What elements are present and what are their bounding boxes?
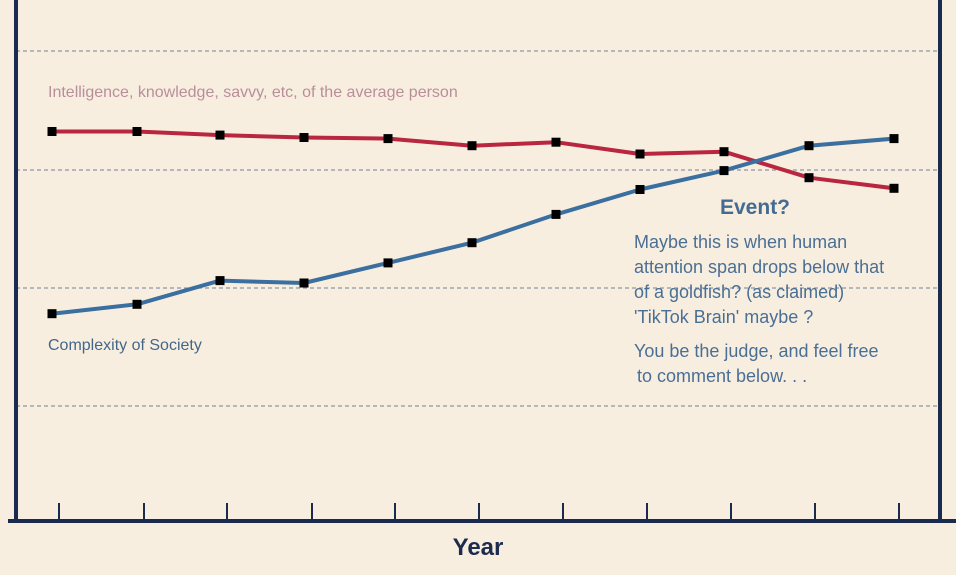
annotation-line: Maybe this is when human <box>634 232 848 252</box>
data-point <box>299 133 309 142</box>
series-line-0 <box>52 129 895 191</box>
data-point <box>215 130 225 140</box>
data-point <box>889 183 899 193</box>
data-point <box>467 238 477 248</box>
annotation-box: Event? Maybe this is when human attentio… <box>634 196 934 389</box>
data-point <box>132 299 142 309</box>
data-point <box>804 141 814 151</box>
annotation-line: 'TikTok Brain' maybe ? <box>634 307 814 327</box>
data-point <box>47 127 57 136</box>
data-point <box>719 147 729 157</box>
data-point <box>215 276 225 286</box>
data-point <box>47 309 57 319</box>
x-axis-ticks <box>58 503 900 521</box>
annotation-line: to comment below. . . <box>637 366 808 386</box>
annotation-title: Event? <box>720 196 791 219</box>
annotation-line: of a goldfish? (as claimed) <box>634 282 845 302</box>
data-point <box>467 141 477 151</box>
data-point <box>551 209 561 219</box>
annotation-line: attention span drops below that <box>634 257 885 277</box>
data-point <box>299 278 309 288</box>
data-point <box>635 185 645 194</box>
series-label-intelligence: Intelligence, knowledge, savvy, etc, of … <box>48 84 458 101</box>
series-group <box>47 127 899 319</box>
data-point <box>551 137 561 147</box>
gridlines <box>16 50 940 407</box>
axes <box>8 0 956 523</box>
x-axis-label: Year <box>452 534 504 561</box>
annotation-line: You be the judge, and feel free <box>634 341 879 361</box>
data-point <box>719 166 729 176</box>
data-point <box>383 258 393 268</box>
data-point <box>804 173 814 183</box>
data-point <box>383 134 393 144</box>
data-point <box>635 149 645 159</box>
data-point <box>132 127 142 136</box>
data-point <box>889 134 899 144</box>
series-label-complexity: Complexity of Society <box>48 337 202 354</box>
